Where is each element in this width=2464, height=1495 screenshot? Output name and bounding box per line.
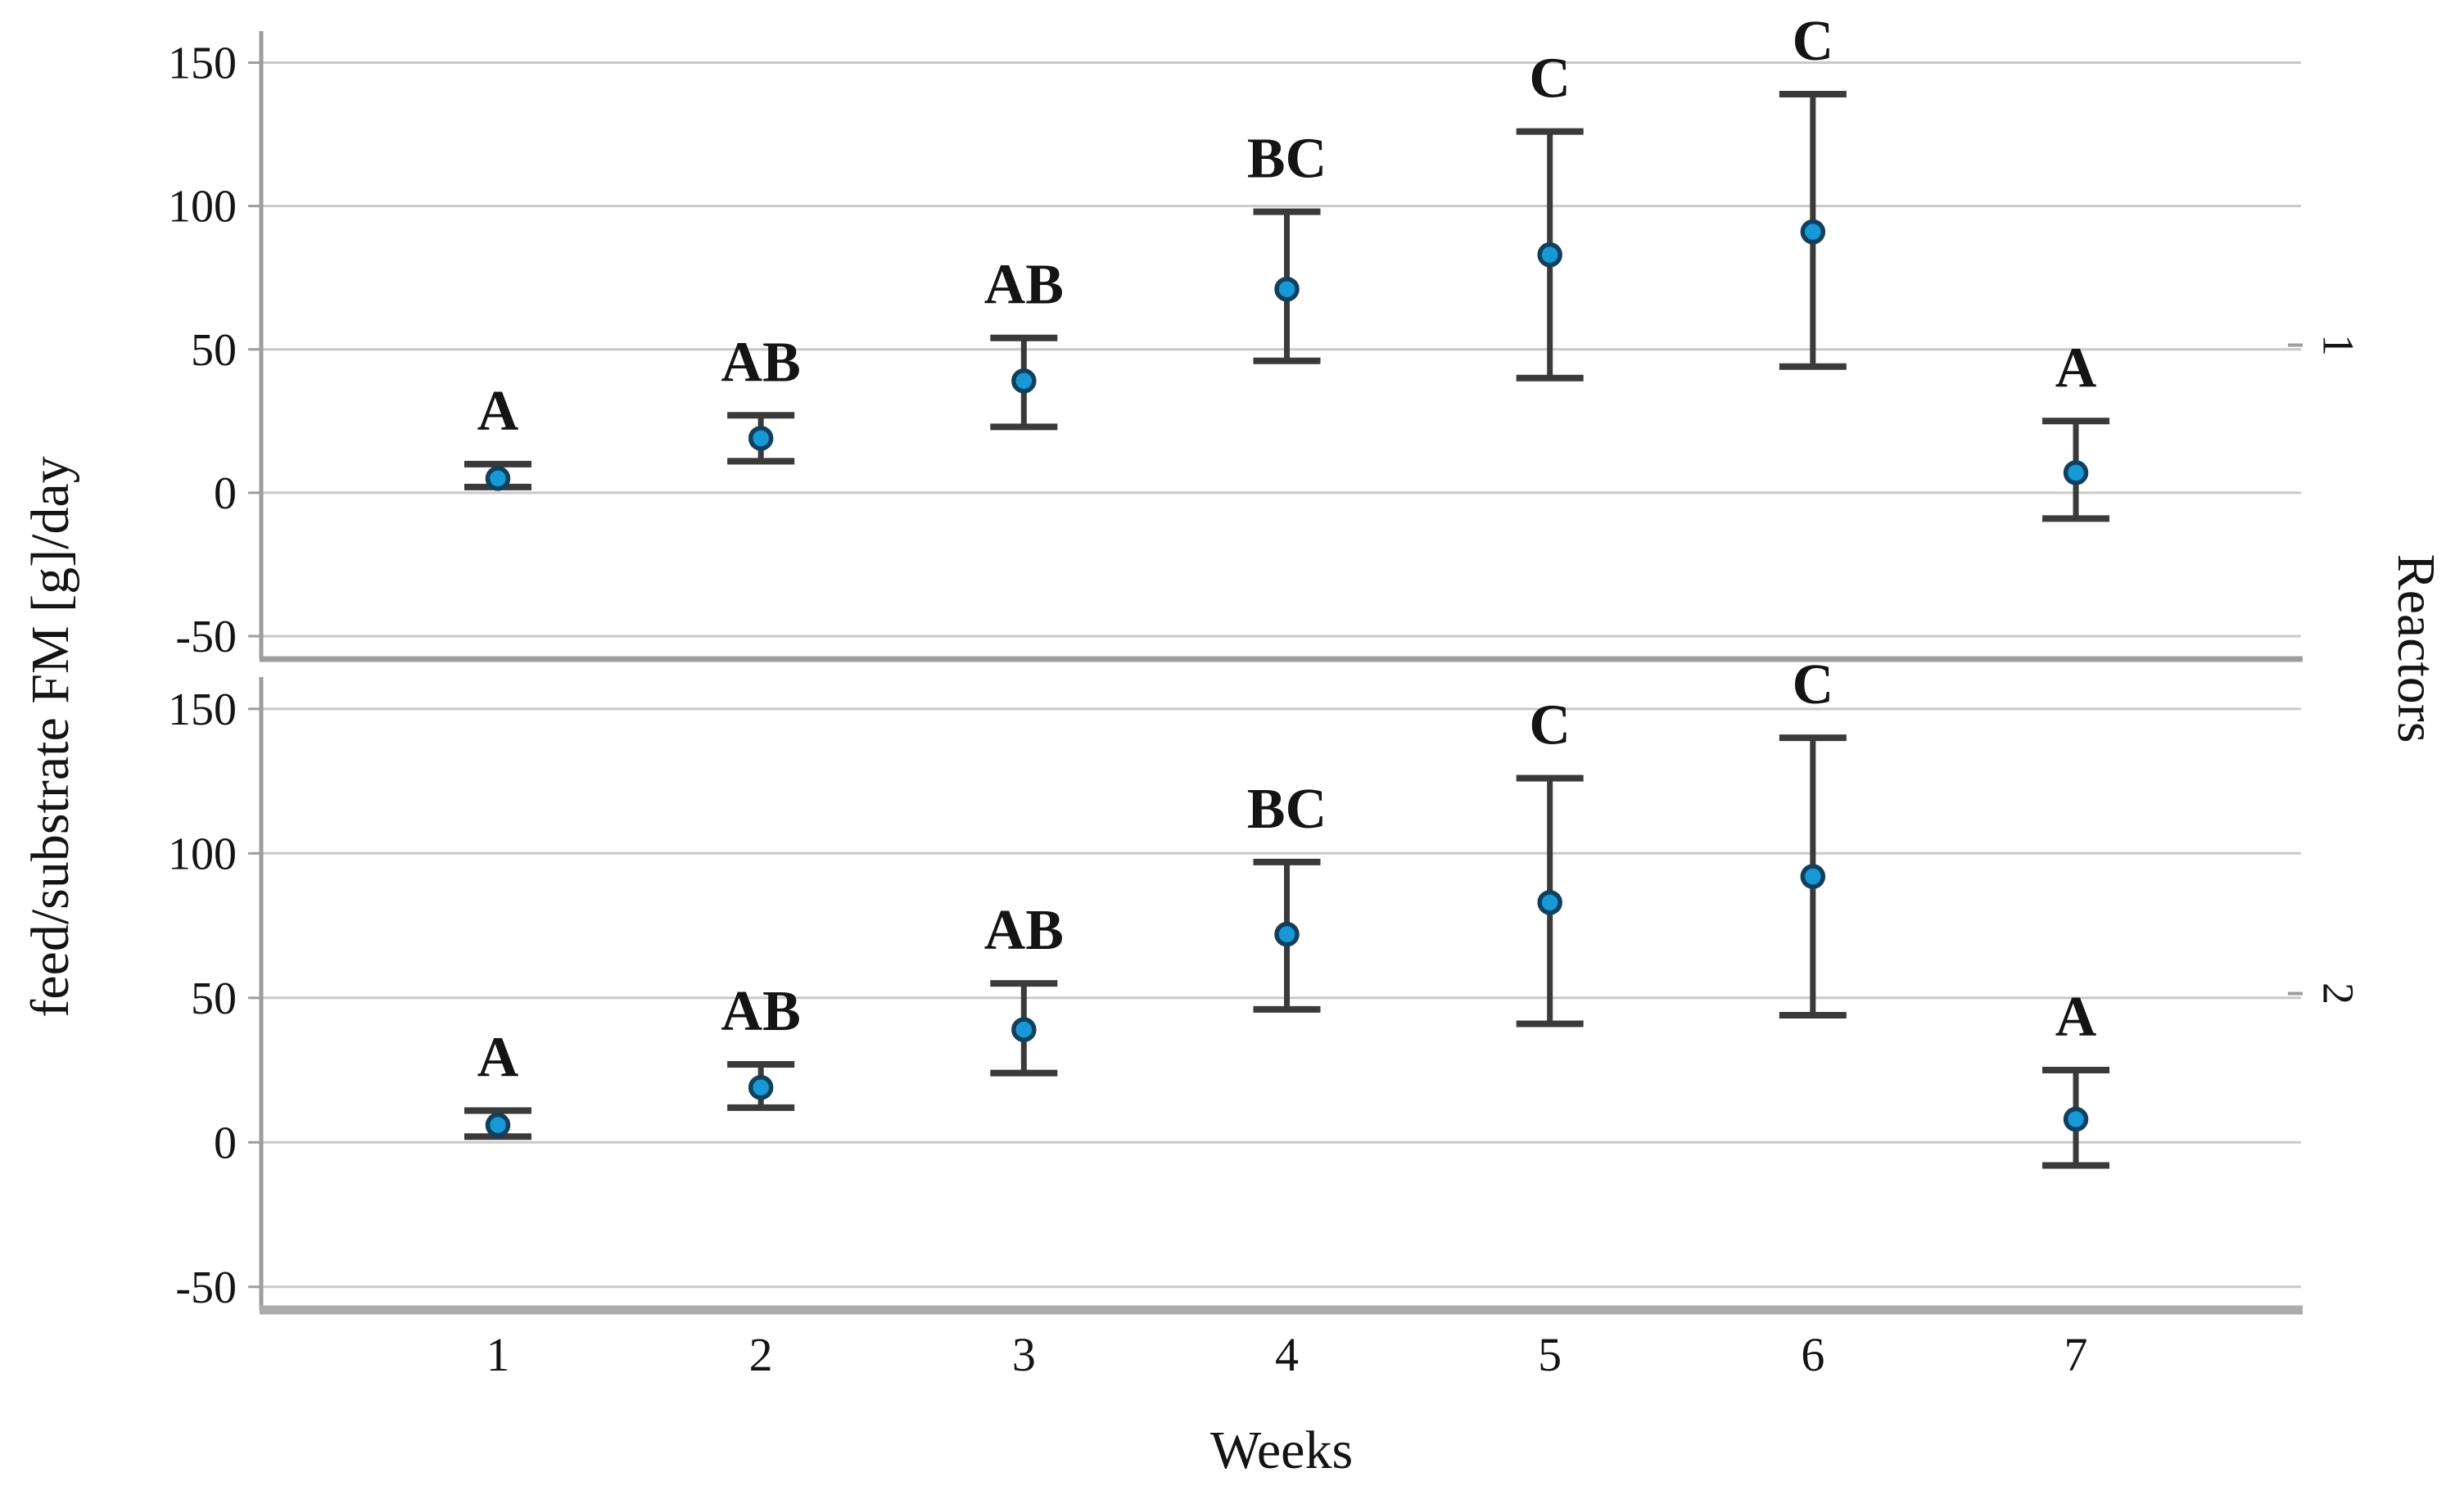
x-axis-title: Weeks: [1209, 1420, 1354, 1480]
x-tick-label: 6: [1801, 1328, 1824, 1381]
significance-letter: AB: [721, 980, 801, 1043]
x-tick-label: 5: [1538, 1328, 1562, 1381]
significance-letter: A: [2055, 986, 2097, 1049]
significance-letter: A: [477, 1026, 519, 1089]
data-point-week-4: [1274, 921, 1300, 947]
data-point-week-2: [748, 426, 774, 451]
y-tick-label: 150: [168, 38, 237, 89]
significance-letter: C: [1793, 653, 1834, 716]
data-point-week-5: [1537, 242, 1562, 268]
significance-letter: AB: [984, 254, 1064, 317]
panel-label: 2: [2314, 982, 2363, 1005]
significance-letter: AB: [721, 331, 801, 394]
y-tick-label: 0: [214, 1118, 237, 1168]
panel-axis-title: Reactors: [2386, 553, 2446, 743]
data-point-week-6: [1800, 864, 1826, 889]
significance-letter: AB: [984, 899, 1064, 962]
y-tick-label: 150: [168, 684, 237, 735]
x-tick-label: 1: [486, 1328, 510, 1381]
y-tick-label: 100: [168, 829, 237, 879]
y-tick-label: 100: [168, 182, 237, 233]
data-point-week-6: [1800, 219, 1826, 245]
significance-letter: A: [2055, 336, 2097, 400]
data-point-week-7: [2063, 460, 2089, 486]
data-point-week-1: [485, 466, 511, 491]
data-point-week-3: [1011, 1017, 1037, 1042]
significance-letter: A: [477, 380, 519, 443]
significance-letter: C: [1529, 694, 1571, 757]
y-tick-label: 50: [191, 973, 237, 1024]
y-tick-label: 0: [214, 468, 237, 519]
data-point-week-2: [748, 1074, 774, 1100]
y-tick-label: 50: [191, 325, 237, 376]
data-point-week-1: [485, 1112, 511, 1138]
x-tick-label: 7: [2064, 1328, 2088, 1381]
data-point-week-5: [1537, 890, 1562, 915]
panel-label: 1: [2314, 334, 2363, 356]
significance-letter: C: [1793, 10, 1834, 73]
x-tick-label: 4: [1275, 1328, 1299, 1381]
data-point-week-3: [1011, 368, 1037, 394]
significance-letter: BC: [1247, 778, 1327, 841]
significance-letter: BC: [1247, 128, 1327, 191]
x-tick-label: 2: [749, 1328, 773, 1381]
y-tick-label: -50: [175, 612, 237, 662]
x-tick-label: 3: [1012, 1328, 1036, 1381]
data-point-week-4: [1274, 276, 1300, 302]
data-point-week-7: [2063, 1106, 2089, 1132]
y-axis-title: feed/substrate FM [g]/day: [20, 456, 80, 1018]
significance-letter: C: [1529, 47, 1571, 111]
y-tick-label: -50: [175, 1262, 237, 1313]
